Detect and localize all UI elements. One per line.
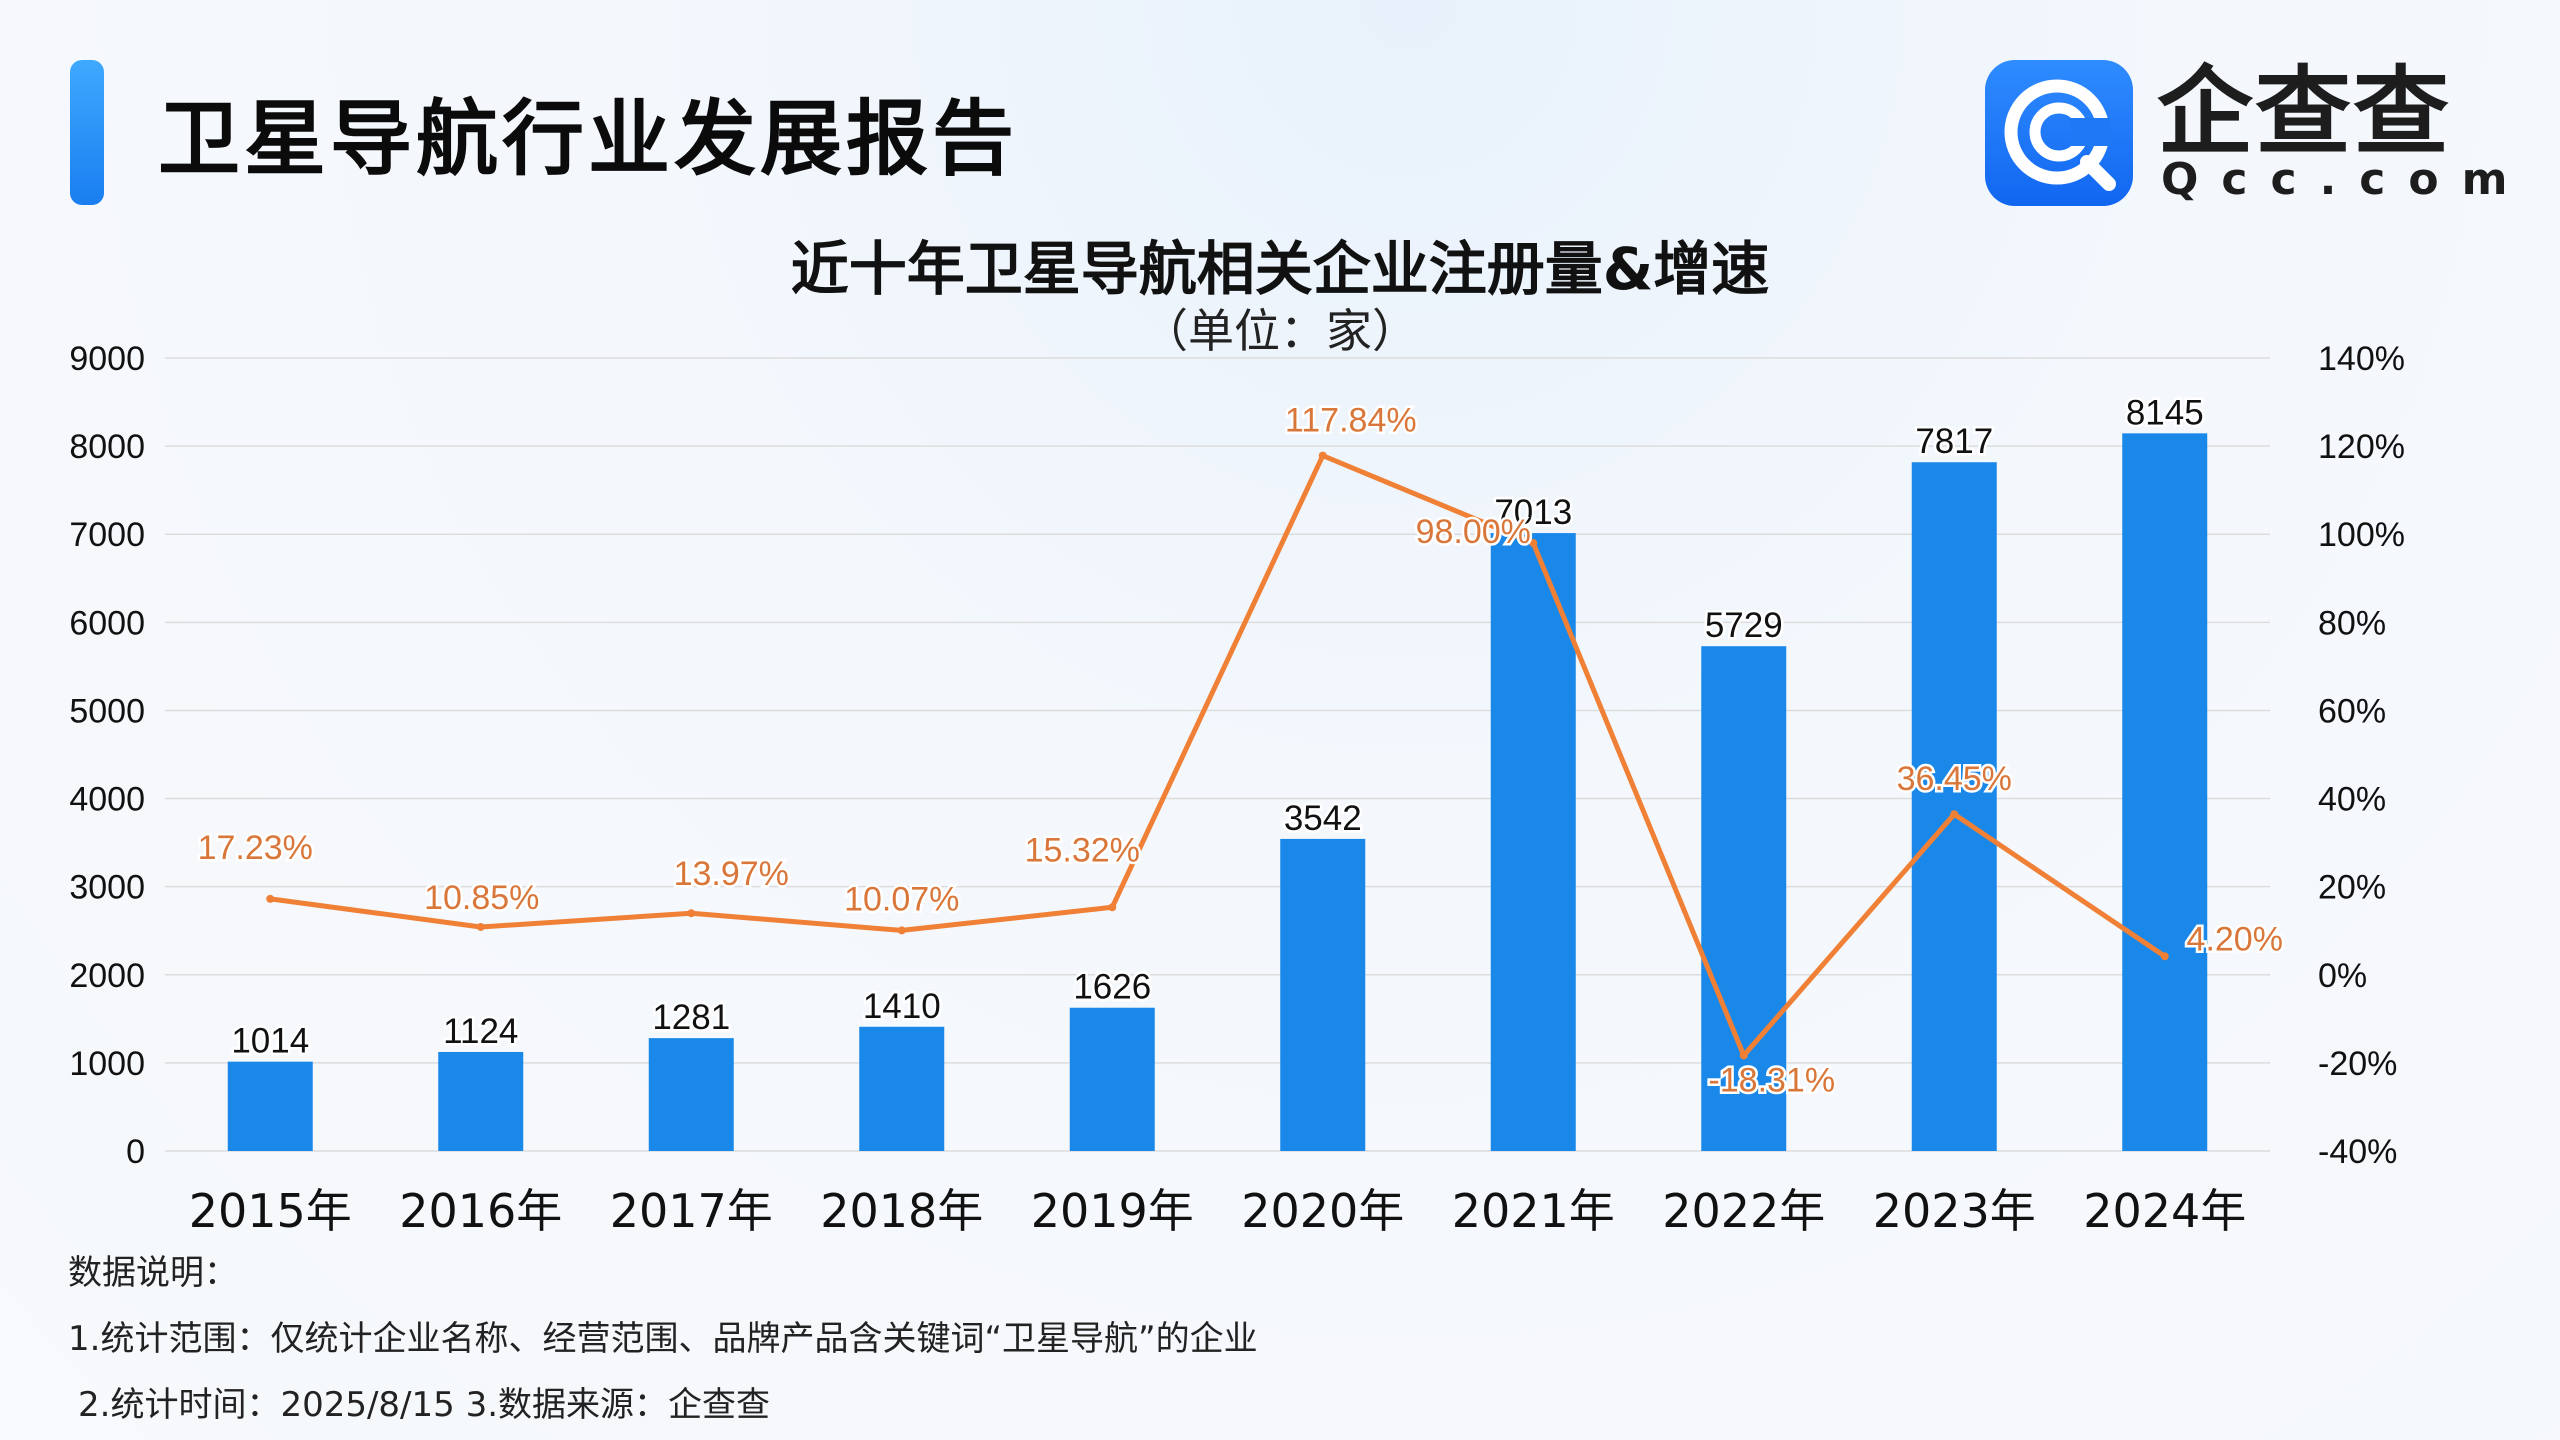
- x-tick-label: 2023年: [1873, 1184, 2036, 1238]
- bar-value-label: 5729: [1705, 606, 1783, 645]
- bar: [1911, 462, 1997, 1151]
- y-left-tick-label: 1000: [69, 1045, 145, 1083]
- growth-value-label: 10.07%: [844, 880, 959, 918]
- logo-domain: Qcc.com: [2161, 154, 2531, 205]
- bar: [227, 1061, 313, 1151]
- logo-name: 企查查: [2157, 56, 2451, 168]
- bar: [1069, 1007, 1155, 1151]
- growth-value-label: 4.20%: [2187, 920, 2283, 958]
- x-tick-label: 2021年: [1452, 1184, 1615, 1238]
- growth-value-label: 10.85%: [424, 879, 539, 917]
- y-left-tick-label: 5000: [69, 692, 145, 730]
- bar-value-label: 1410: [863, 987, 941, 1026]
- growth-value-label: 13.97%: [674, 855, 789, 893]
- growth-point: [897, 926, 906, 935]
- y-right-tick-label: 40%: [2318, 781, 2386, 819]
- growth-point: [2160, 952, 2169, 961]
- growth-point: [266, 894, 275, 903]
- y-right-tick-label: 20%: [2318, 869, 2386, 907]
- report-title: 卫星导航行业发展报告: [158, 92, 1019, 187]
- bar-value-label: 1124: [443, 1012, 518, 1051]
- y-right-tick-label: -40%: [2318, 1133, 2397, 1171]
- chart-title: 近十年卫星导航相关企业注册量&增速: [790, 235, 1770, 303]
- y-left-tick-label: 0: [126, 1133, 145, 1171]
- notes-scope: 1.统计范围：仅统计企业名称、经营范围、品牌产品含关键词“卫星导航”的企业: [68, 1319, 1258, 1359]
- growth-point: [1529, 539, 1538, 548]
- bar: [1490, 533, 1576, 1151]
- y-left-tick-label: 9000: [69, 340, 145, 378]
- y-left-tick-label: 7000: [69, 516, 145, 554]
- bar-value-label: 1014: [231, 1022, 309, 1061]
- y-right-tick-label: 140%: [2318, 340, 2405, 378]
- x-tick-label: 2022年: [1662, 1184, 1825, 1238]
- y-left-tick-label: 2000: [69, 957, 145, 995]
- growth-value-label: -18.31%: [1708, 1061, 1835, 1099]
- x-tick-label: 2020年: [1241, 1184, 1404, 1238]
- y-left-tick-label: 6000: [69, 604, 145, 642]
- y-right-tick-label: 100%: [2318, 516, 2405, 554]
- x-tick-label: 2018年: [820, 1184, 983, 1238]
- qcc-logo-icon: [1985, 60, 2133, 206]
- growth-value-label: 17.23%: [198, 829, 313, 867]
- y-right-tick-label: 120%: [2318, 428, 2405, 466]
- chart-subtitle: （单位：家）: [1142, 304, 1418, 358]
- y-right-tick-label: 0%: [2318, 957, 2367, 995]
- x-tick-label: 2024年: [2083, 1184, 2246, 1238]
- bar-value-label: 3542: [1284, 799, 1362, 838]
- growth-line: [267, 453, 2168, 1058]
- y-right-tick-label: 80%: [2318, 604, 2386, 642]
- bar: [1280, 838, 1366, 1151]
- bar: [859, 1026, 945, 1151]
- bar-value-label: 1626: [1073, 968, 1151, 1007]
- growth-point: [1739, 1051, 1748, 1060]
- bar-value-label: 8145: [2126, 393, 2204, 432]
- growth-point: [1950, 810, 1959, 819]
- bar: [1701, 646, 1787, 1151]
- y-right-tick-label: -20%: [2318, 1045, 2397, 1083]
- x-tick-label: 2016年: [399, 1184, 562, 1238]
- notes-heading: 数据说明：: [68, 1253, 238, 1293]
- qcc-logo[interactable]: 企查查 Qcc.com: [1985, 56, 2507, 208]
- growth-value-label: 15.32%: [1025, 831, 1140, 869]
- growth-point: [1108, 903, 1117, 912]
- bar: [2122, 433, 2208, 1152]
- growth-point: [687, 909, 696, 918]
- title-accent-bar: [70, 60, 104, 205]
- bar: [648, 1038, 734, 1151]
- y-left-tick-label: 4000: [69, 781, 145, 819]
- y-left-tick-label: 3000: [69, 869, 145, 907]
- growth-point: [1318, 451, 1327, 460]
- x-tick-label: 2017年: [610, 1184, 773, 1238]
- bar-value-label: 1281: [652, 998, 730, 1037]
- x-tick-label: 2015年: [189, 1184, 352, 1238]
- bar-value-label: 7013: [1494, 493, 1572, 532]
- growth-point: [476, 922, 485, 931]
- bar: [438, 1051, 524, 1151]
- bar-value-label: 7817: [1915, 422, 1993, 461]
- y-right-tick-label: 60%: [2318, 692, 2386, 730]
- y-left-tick-label: 8000: [69, 428, 145, 466]
- growth-value-label: 117.84%: [1285, 402, 1417, 440]
- growth-value-label: 36.45%: [1897, 760, 2012, 798]
- notes-time-source: 2.统计时间：2025/8/15 3.数据来源：企查查: [78, 1385, 771, 1425]
- x-tick-label: 2019年: [1031, 1184, 1194, 1238]
- growth-value-label: 98.00%: [1416, 513, 1531, 551]
